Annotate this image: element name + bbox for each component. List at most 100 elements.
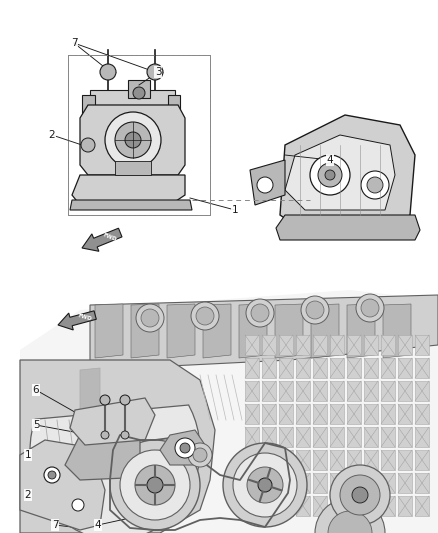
Polygon shape — [262, 473, 276, 493]
Circle shape — [233, 453, 297, 517]
Polygon shape — [398, 450, 412, 470]
Circle shape — [301, 296, 329, 324]
Bar — [128, 80, 150, 98]
Polygon shape — [245, 496, 259, 516]
Polygon shape — [20, 360, 215, 533]
Text: 2: 2 — [49, 130, 55, 140]
Polygon shape — [70, 200, 192, 210]
Polygon shape — [347, 304, 375, 358]
Polygon shape — [296, 473, 310, 493]
Polygon shape — [20, 290, 438, 533]
Polygon shape — [364, 473, 378, 493]
Circle shape — [72, 499, 84, 511]
Polygon shape — [90, 295, 438, 370]
Polygon shape — [364, 335, 378, 355]
Circle shape — [328, 511, 372, 533]
Polygon shape — [347, 358, 361, 378]
Polygon shape — [279, 381, 293, 401]
Polygon shape — [30, 405, 200, 533]
Polygon shape — [296, 381, 310, 401]
Polygon shape — [280, 115, 415, 235]
Polygon shape — [415, 427, 429, 447]
Polygon shape — [383, 304, 411, 358]
Circle shape — [193, 448, 207, 462]
Polygon shape — [313, 450, 327, 470]
Text: 2: 2 — [25, 490, 31, 500]
Circle shape — [115, 122, 151, 158]
Polygon shape — [245, 335, 259, 355]
Circle shape — [352, 487, 368, 503]
Polygon shape — [347, 427, 361, 447]
Text: FWD: FWD — [102, 232, 117, 242]
Circle shape — [251, 304, 269, 322]
Circle shape — [125, 132, 141, 148]
Polygon shape — [279, 473, 293, 493]
Circle shape — [361, 171, 389, 199]
Polygon shape — [347, 335, 361, 355]
Polygon shape — [80, 368, 100, 420]
Polygon shape — [330, 381, 344, 401]
Polygon shape — [296, 496, 310, 516]
Polygon shape — [313, 358, 327, 378]
Circle shape — [356, 294, 384, 322]
Polygon shape — [262, 427, 276, 447]
Polygon shape — [313, 496, 327, 516]
Circle shape — [110, 440, 200, 530]
Polygon shape — [262, 450, 276, 470]
Polygon shape — [415, 404, 429, 424]
Circle shape — [325, 170, 335, 180]
Polygon shape — [330, 358, 344, 378]
Text: 7: 7 — [52, 520, 58, 530]
Polygon shape — [364, 381, 378, 401]
Circle shape — [147, 477, 163, 493]
Polygon shape — [262, 404, 276, 424]
Polygon shape — [279, 335, 293, 355]
Bar — [68, 55, 210, 215]
Polygon shape — [313, 335, 327, 355]
Polygon shape — [313, 381, 327, 401]
Polygon shape — [279, 427, 293, 447]
Text: FWD: FWD — [77, 313, 92, 322]
Circle shape — [105, 112, 161, 168]
Circle shape — [247, 467, 283, 503]
Circle shape — [330, 465, 390, 525]
Polygon shape — [415, 473, 429, 493]
Polygon shape — [245, 473, 259, 493]
Polygon shape — [311, 304, 339, 358]
Circle shape — [318, 163, 342, 187]
Polygon shape — [95, 304, 123, 358]
Polygon shape — [245, 381, 259, 401]
Circle shape — [120, 450, 190, 520]
Circle shape — [258, 478, 272, 492]
Polygon shape — [245, 358, 259, 378]
Polygon shape — [330, 335, 344, 355]
Circle shape — [101, 431, 109, 439]
Circle shape — [257, 177, 273, 193]
Polygon shape — [330, 450, 344, 470]
Polygon shape — [381, 450, 395, 470]
Polygon shape — [70, 398, 155, 445]
Polygon shape — [364, 427, 378, 447]
Circle shape — [44, 467, 60, 483]
Polygon shape — [398, 358, 412, 378]
Polygon shape — [296, 427, 310, 447]
Circle shape — [180, 443, 190, 453]
Polygon shape — [262, 358, 276, 378]
Polygon shape — [296, 335, 310, 355]
Text: 6: 6 — [33, 385, 39, 395]
Polygon shape — [381, 381, 395, 401]
Circle shape — [81, 138, 95, 152]
Polygon shape — [381, 335, 395, 355]
Circle shape — [100, 395, 110, 405]
Polygon shape — [285, 135, 395, 210]
Polygon shape — [364, 358, 378, 378]
Polygon shape — [20, 440, 105, 530]
Circle shape — [340, 475, 380, 515]
Circle shape — [136, 304, 164, 332]
Polygon shape — [80, 105, 185, 175]
Polygon shape — [279, 450, 293, 470]
Bar — [68, 55, 210, 215]
Polygon shape — [279, 404, 293, 424]
Text: 7: 7 — [71, 38, 78, 48]
Circle shape — [196, 307, 214, 325]
